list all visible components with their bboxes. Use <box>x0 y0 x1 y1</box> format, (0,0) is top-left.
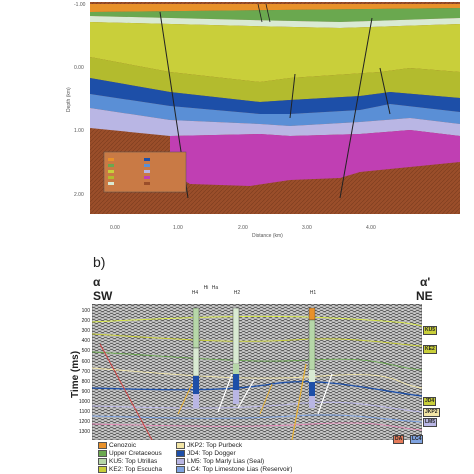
horizon-pink <box>92 422 422 431</box>
y-tick: 900 <box>81 388 90 395</box>
fault-label-da: DA <box>393 435 405 444</box>
well-h2 <box>232 307 240 404</box>
legend-swatch <box>176 450 185 457</box>
well-name-label: Ha <box>211 285 219 291</box>
horizon-label-jd4: JD4 <box>423 397 437 406</box>
horizon-ke2 <box>92 333 422 347</box>
fault-line <box>265 3 271 23</box>
fault-line <box>99 343 153 440</box>
horizon-jkp2 <box>92 367 422 389</box>
fault-line <box>291 363 307 440</box>
sw-direction-label: SW <box>93 289 113 303</box>
horizon-label-ku5: KU5 <box>423 326 438 335</box>
layer-yellow-green <box>90 22 460 82</box>
layer-cenozoic <box>90 4 460 12</box>
legend-swatch <box>98 458 107 465</box>
x-tick: 3.00 <box>302 225 312 231</box>
horizon-cretaceous <box>92 351 422 371</box>
well-name-label: H4 <box>191 290 199 296</box>
alpha-left-label: α <box>93 275 101 289</box>
legend-item: LC4: Top Limestone Lias (Reservoir) <box>176 466 292 474</box>
y-tick: 2.00 <box>74 192 84 198</box>
legend-swatch <box>176 458 185 465</box>
layer-magenta <box>170 130 460 186</box>
legend-item: KE2: Top Escucha <box>98 466 162 474</box>
y-tick: 1200 <box>78 419 90 426</box>
fault-line <box>257 3 263 23</box>
panel-a-y-axis-label: Depth (km) <box>66 87 72 112</box>
legend-swatch <box>98 466 107 473</box>
x-tick: 1.00 <box>173 225 183 231</box>
y-tick: 700 <box>81 368 90 375</box>
legend-item: Upper Cretaceous <box>98 450 162 458</box>
legend-swatch <box>176 466 185 473</box>
horizon-ku5 <box>92 315 422 327</box>
horizon-label-lm5: LM5 <box>423 418 437 427</box>
y-tick: 800 <box>81 378 90 385</box>
legend-item: LM5: Top Marly Lias (Seal) <box>176 458 264 466</box>
well-name-label: H2 <box>233 290 241 296</box>
geologic-cross-section <box>90 2 460 214</box>
layer-pale-green <box>90 16 460 28</box>
fault-line <box>259 383 273 415</box>
horizon-label-ke2: KE2 <box>423 345 437 354</box>
fault-line <box>379 67 391 115</box>
horizon-label-lc4: LC4 <box>410 435 424 444</box>
fault-line <box>289 73 296 119</box>
fault-line <box>339 17 373 199</box>
layer-light-blue <box>90 94 460 126</box>
y-tick: 1000 <box>78 398 90 405</box>
layer-lilac <box>90 108 460 136</box>
y-tick: -1.00 <box>74 2 86 8</box>
well-h1 <box>308 307 316 408</box>
well-name-label: Hi <box>203 285 209 291</box>
fault-line <box>217 373 233 413</box>
fault-line <box>237 379 255 409</box>
alpha-right-label: α' <box>420 275 431 289</box>
x-tick: 4.00 <box>366 225 376 231</box>
y-tick: 500 <box>81 348 90 355</box>
legend-swatch <box>98 450 107 457</box>
x-tick: 0.00 <box>110 225 120 231</box>
legend-swatch <box>176 442 185 449</box>
ne-direction-label: NE <box>416 289 433 303</box>
panel-b-label: b) <box>93 254 106 270</box>
well-h4 <box>192 307 200 408</box>
y-tick: 1100 <box>79 409 90 415</box>
legend-item: KU5: Top Utrillas <box>98 458 157 466</box>
panel-a-legend-swatches <box>108 158 150 185</box>
layer-olive <box>90 57 460 102</box>
y-tick: 100 <box>81 308 90 314</box>
layer-dark-blue <box>90 78 460 114</box>
y-tick: 600 <box>81 358 90 365</box>
y-tick: 300 <box>81 328 90 335</box>
horizon-lc4 <box>92 414 422 423</box>
panel-a-x-axis-label: Distance (km) <box>252 233 283 239</box>
fault-line <box>177 383 193 415</box>
legend-item: JKP2: Top Purbeck <box>176 442 242 450</box>
y-tick: 400 <box>81 338 90 345</box>
y-tick: 1300 <box>78 429 90 436</box>
y-tick: 1.00 <box>74 128 84 134</box>
horizon-label-jkp2: JKP2 <box>423 408 440 417</box>
well-name-label: H1 <box>309 290 317 296</box>
y-tick: 200 <box>81 318 90 325</box>
x-tick: 2.00 <box>238 225 248 231</box>
legend-item: JD4: Top Dogger <box>176 450 236 458</box>
layer-upper-cretaceous <box>90 8 460 22</box>
y-tick: 0.00 <box>74 65 84 71</box>
legend-item: Cenozoic <box>98 442 136 450</box>
fault-line <box>317 373 333 415</box>
legend-swatch <box>98 442 107 449</box>
horizon-lm5 <box>92 401 422 413</box>
seismic-image <box>92 304 422 440</box>
